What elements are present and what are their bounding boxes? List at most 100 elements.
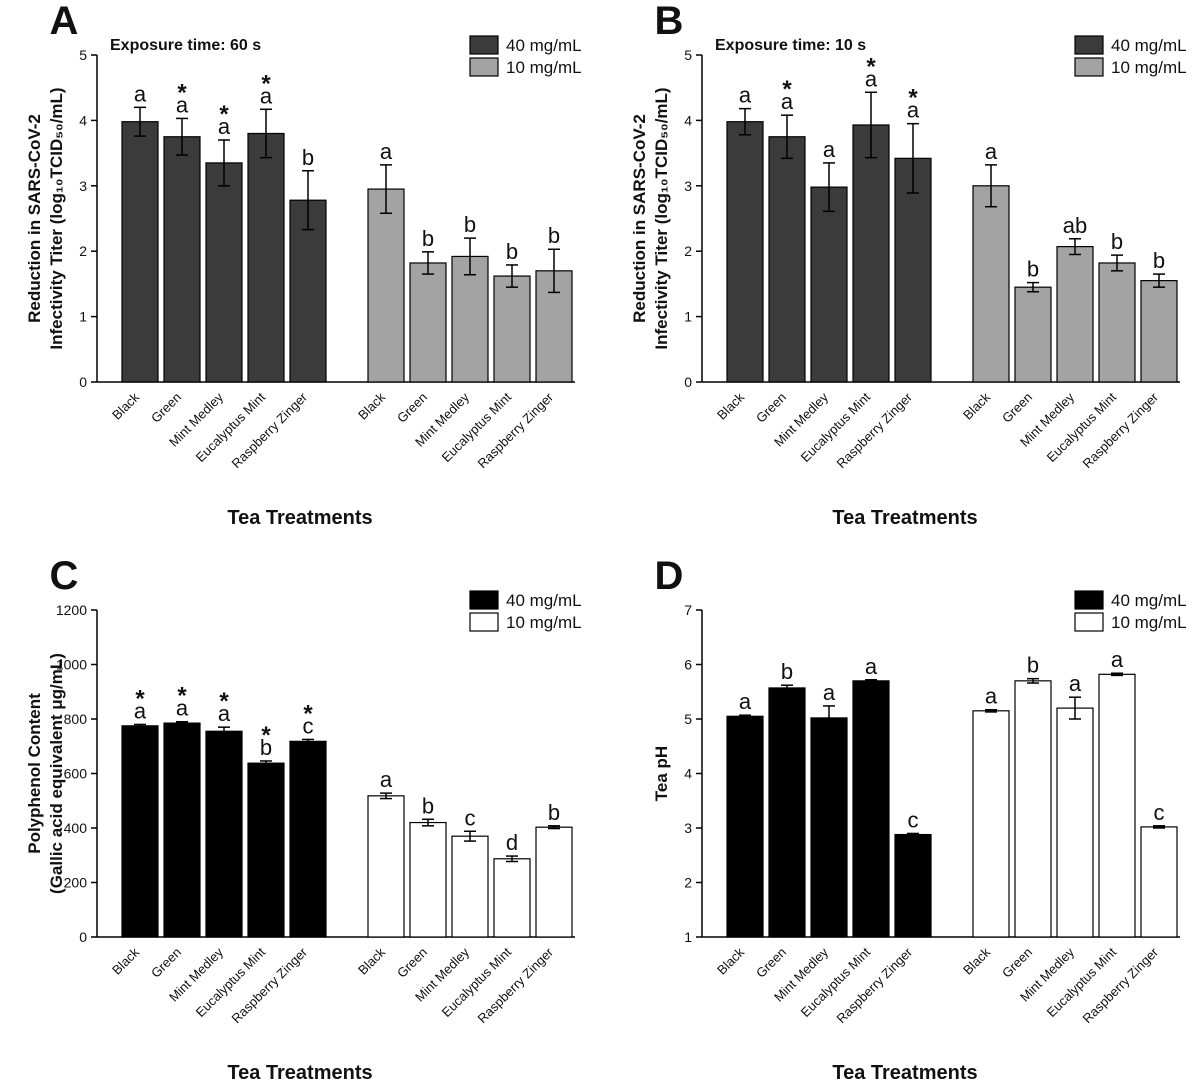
legend-label: 10 mg/mL: [1111, 613, 1187, 632]
bar: [163, 722, 201, 938]
y-tick-label: 0: [79, 929, 87, 945]
significance-letter: a: [260, 83, 273, 108]
significance-star: *: [261, 70, 271, 97]
error-bar: [1153, 825, 1165, 829]
error-bar: [464, 237, 476, 276]
significance-letter: b: [1153, 248, 1165, 273]
y-axis-label: (Gallic acid equivalent μg/mL): [47, 653, 66, 894]
error-bar: [985, 708, 997, 713]
bar: [289, 199, 327, 383]
bar: [1098, 262, 1136, 383]
bar: [205, 162, 243, 383]
x-tick-label: Raspberry Zinger: [228, 389, 310, 471]
y-axis-label: Tea pH: [652, 746, 671, 801]
x-tick-label: Green: [394, 945, 430, 981]
y-axis-label: Infectivity Titer (log₁₀TCID₅₀/mL): [47, 87, 66, 349]
bar: [810, 186, 848, 383]
significance-star: *: [782, 76, 792, 103]
panel-letter: B: [655, 0, 684, 43]
significance-letter: a: [865, 66, 878, 91]
bar: [894, 157, 932, 383]
y-axis-label: Reduction in SARS-CoV-2: [630, 114, 649, 323]
significance-letter: a: [739, 83, 752, 108]
bar: [726, 121, 764, 383]
error-bar: [380, 164, 392, 215]
y-tick-label: 5: [79, 47, 87, 63]
x-tick-label: Green: [999, 945, 1035, 981]
x-tick-label: Black: [960, 389, 993, 422]
bar: [972, 710, 1010, 938]
error-bar: [781, 114, 793, 160]
error-bar: [302, 738, 314, 745]
y-tick-label: 400: [64, 820, 88, 836]
significance-letter: d: [506, 830, 518, 855]
bar: [852, 124, 890, 383]
x-tick-label: Black: [355, 389, 388, 422]
x-tick-label: Raspberry Zinger: [228, 944, 310, 1026]
y-tick-label: 3: [684, 820, 692, 836]
y-tick-label: 3: [79, 178, 87, 194]
y-tick-label: 1: [684, 309, 692, 325]
significance-letter: b: [548, 223, 560, 248]
y-tick-label: 1: [79, 309, 87, 325]
legend-label: 40 mg/mL: [506, 36, 582, 55]
error-bar: [907, 832, 919, 837]
error-bar: [134, 106, 146, 137]
error-bar: [739, 107, 751, 136]
error-bar: [464, 830, 476, 842]
error-bar: [506, 855, 518, 863]
significance-star: *: [866, 53, 876, 80]
y-tick-label: 4: [684, 112, 692, 128]
bar: [367, 188, 405, 383]
x-axis-label: Tea Treatments: [227, 507, 372, 529]
panel-letter: C: [50, 554, 79, 598]
x-tick-label: Green: [394, 390, 430, 426]
error-bar: [1027, 677, 1039, 684]
y-tick-label: 2: [684, 243, 692, 259]
y-tick-label: 0: [684, 374, 692, 390]
error-bar: [865, 91, 877, 159]
significance-letter: a: [380, 767, 393, 792]
significance-letter: a: [1111, 647, 1124, 672]
x-axis-label: Tea Treatments: [832, 1062, 977, 1081]
bar: [163, 136, 201, 383]
x-tick-label: Black: [109, 389, 142, 422]
significance-star: *: [303, 700, 313, 727]
bar: [894, 833, 932, 938]
significance-letter: c: [908, 807, 919, 832]
significance-letter: b: [1027, 653, 1039, 678]
significance-letter: c: [1154, 800, 1165, 825]
error-bar: [176, 117, 188, 156]
significance-letter: a: [380, 139, 393, 164]
significance-letter: b: [260, 735, 272, 760]
x-tick-label: Black: [960, 944, 993, 977]
bar: [972, 185, 1010, 383]
significance-letter: a: [823, 137, 836, 162]
significance-star: *: [177, 683, 187, 710]
x-tick-label: Green: [753, 390, 789, 426]
bar: [852, 680, 890, 938]
y-axis-label: Infectivity Titer (log₁₀TCID₅₀/mL): [652, 87, 671, 349]
error-bar: [907, 122, 919, 194]
error-bar: [823, 705, 835, 731]
significance-letter: a: [907, 98, 920, 123]
error-bar: [739, 714, 751, 719]
error-bar: [781, 684, 793, 692]
panel-letter: D: [655, 554, 684, 598]
significance-letter: a: [985, 684, 998, 709]
legend-swatch: [1074, 35, 1104, 55]
x-axis-label: Tea Treatments: [227, 1062, 372, 1081]
significance-letter: a: [134, 698, 147, 723]
error-bar: [422, 251, 434, 275]
legend-swatch: [1074, 590, 1104, 610]
bar: [1056, 707, 1094, 938]
significance-letter: b: [302, 145, 314, 170]
bar: [1140, 280, 1178, 383]
y-tick-label: 1000: [56, 657, 87, 673]
significance-star: *: [908, 85, 918, 112]
x-tick-label: Green: [148, 945, 184, 981]
error-bar: [302, 170, 314, 231]
x-tick-label: Black: [355, 944, 388, 977]
significance-letter: a: [985, 139, 998, 164]
significance-letter: a: [865, 654, 878, 679]
